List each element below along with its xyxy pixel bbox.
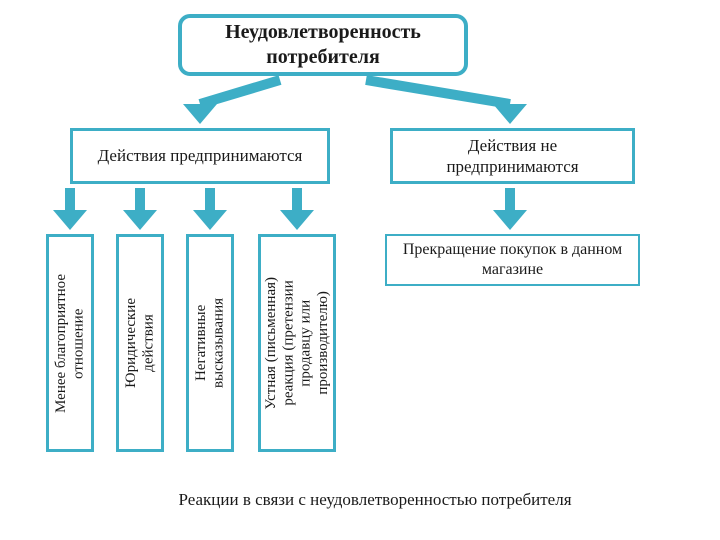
leaf-negative-statements: Негативныевысказывания <box>186 234 234 452</box>
diagram-caption: Реакции в связи с неудовлетворенностью п… <box>140 490 610 510</box>
leaf-stop-purchasing-label: Прекращение покупок в данном магазине <box>395 240 630 280</box>
level1-actions-not-taken: Действия не предпринимаются <box>390 128 635 184</box>
leaf-oral-written-reaction-label: Устная (письменная)реакция (претензиипро… <box>263 277 332 410</box>
root-node: Неудовлетворенность потребителя <box>178 14 468 76</box>
level1-actions-taken: Действия предпринимаются <box>70 128 330 184</box>
leaf-stop-purchasing: Прекращение покупок в данном магазине <box>385 234 640 286</box>
root-label: Неудовлетворенность потребителя <box>190 20 456 70</box>
leaf-legal-actions: Юридическиедействия <box>116 234 164 452</box>
level1-actions-taken-label: Действия предпринимаются <box>98 145 303 166</box>
leaf-legal-actions-label: Юридическиедействия <box>123 298 158 388</box>
leaf-negative-statements-label: Негативныевысказывания <box>193 298 228 388</box>
leaf-less-favorable-label: Менее благоприятноеотношение <box>53 274 88 413</box>
leaf-oral-written-reaction: Устная (письменная)реакция (претензиипро… <box>258 234 336 452</box>
leaf-less-favorable: Менее благоприятноеотношение <box>46 234 94 452</box>
diagram-caption-text: Реакции в связи с неудовлетворенностью п… <box>178 490 571 509</box>
level1-actions-not-taken-label: Действия не предпринимаются <box>401 135 624 178</box>
